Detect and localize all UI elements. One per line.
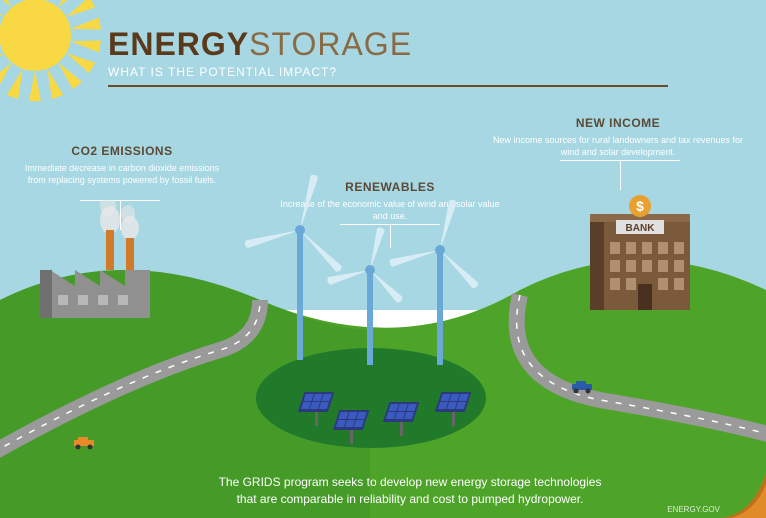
connector-income-v [620,160,621,190]
title-rule [108,85,668,87]
attribution-text: ENERGY.GOV [667,505,720,514]
car-0 [72,436,98,450]
footer-text: The GRIDS program seeks to develop new e… [200,474,620,508]
section-income-desc: New income sources for rural landowners … [488,134,748,158]
title-word2: STORAGE [249,26,412,62]
footer-line1: The GRIDS program seeks to develop new e… [219,475,602,489]
sun-icon [0,0,105,105]
title-word1: ENERGY [108,26,249,62]
solar-panel-3 [432,390,476,430]
bank-icon: $ BANK [570,190,710,320]
solar-panel-2 [380,400,424,440]
car-1 [570,380,596,394]
title-line1: ENERGYSTORAGE [108,26,668,63]
page-curl-icon [722,474,766,518]
section-co2: CO2 EMISSIONS Immediate decrease in carb… [22,144,222,186]
section-co2-title: CO2 EMISSIONS [22,144,222,158]
svg-text:$: $ [636,198,644,214]
section-income-title: NEW INCOME [488,116,748,130]
title-block: ENERGYSTORAGE WHAT IS THE POTENTIAL IMPA… [108,26,668,87]
infographic-canvas: ENERGYSTORAGE WHAT IS THE POTENTIAL IMPA… [0,0,766,518]
svg-text:BANK: BANK [626,223,656,234]
section-income: NEW INCOME New income sources for rural … [488,116,748,158]
turbine-2 [385,195,495,370]
section-co2-desc: Immediate decrease in carbon dioxide emi… [22,162,222,186]
title-subtitle: WHAT IS THE POTENTIAL IMPACT? [108,65,668,79]
factory-icon [30,200,170,330]
footer-line2: that are comparable in reliability and c… [237,492,584,506]
solar-panel-1 [330,408,374,448]
